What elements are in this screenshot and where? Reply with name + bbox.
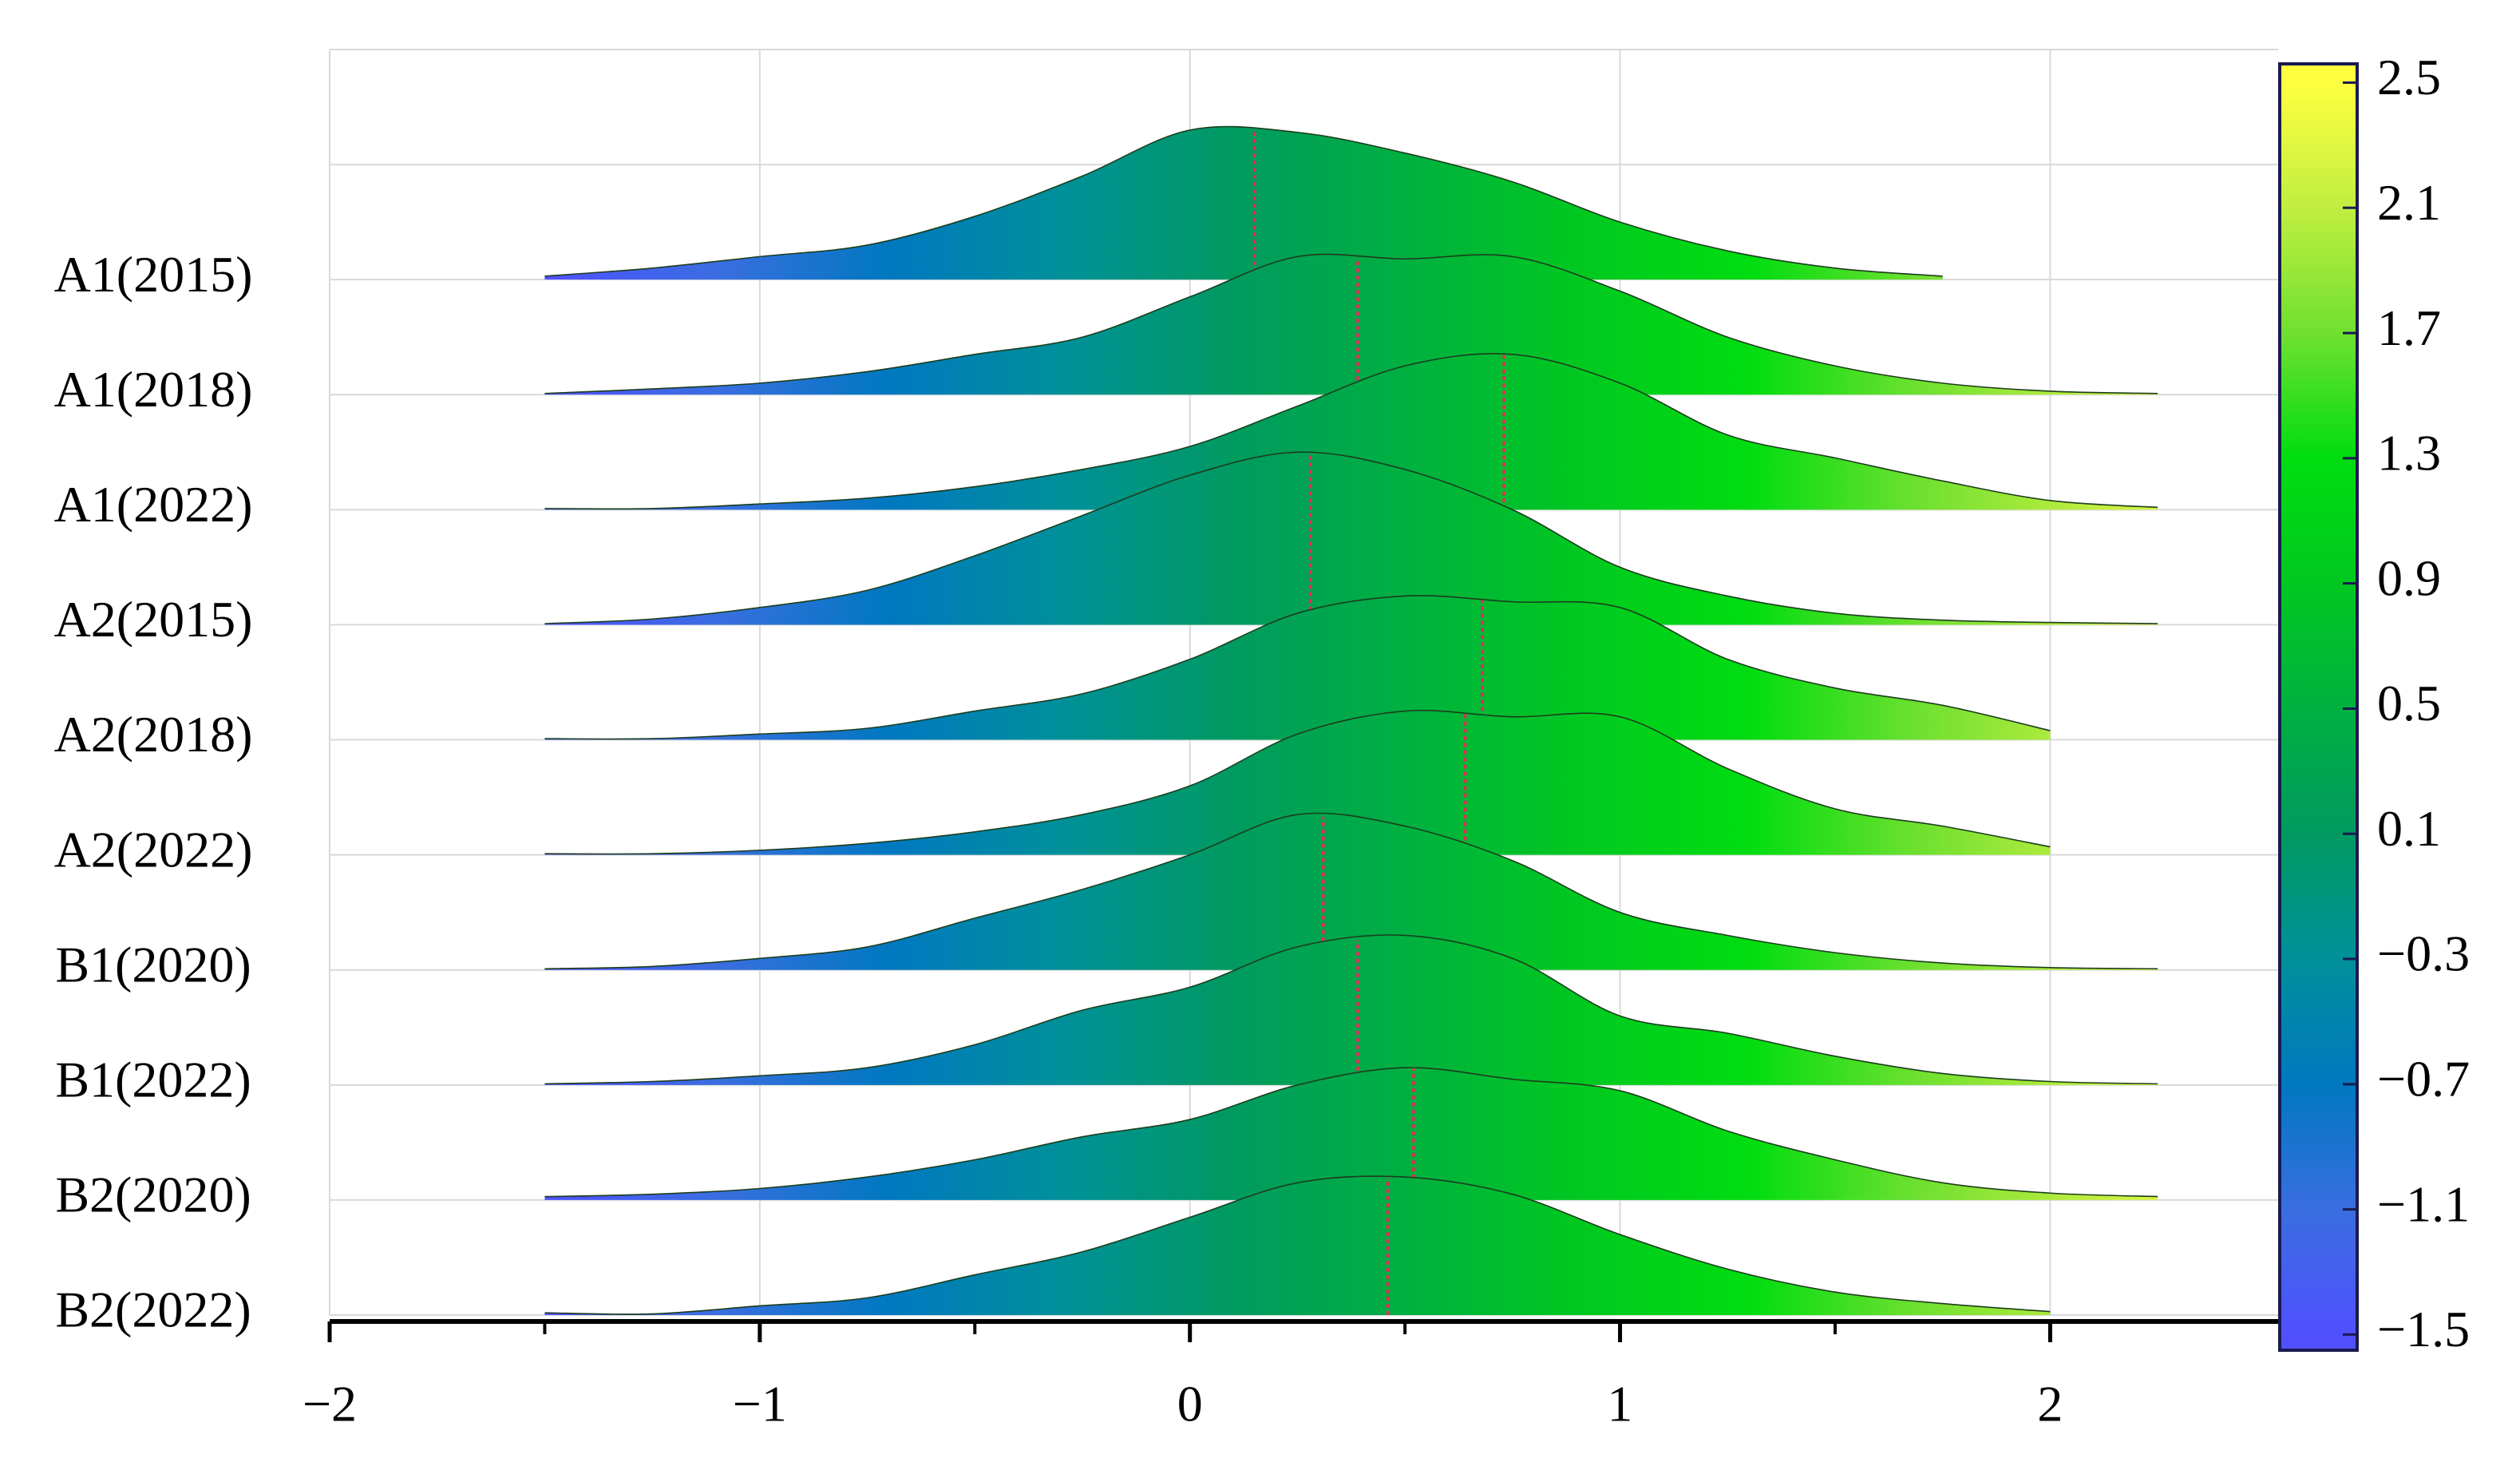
ridge-area: [544, 1068, 2158, 1200]
colorbar-tick-label: 0.9: [2377, 549, 2441, 606]
ridge-area: [544, 126, 1943, 280]
y-tick-label: B1(2020): [55, 936, 251, 992]
y-tick-label: A2(2018): [54, 706, 253, 763]
ridge-line: [544, 934, 2158, 1085]
colorbar-tick-label: 1.3: [2377, 425, 2441, 481]
colorbar-tick-label: 2.5: [2377, 49, 2441, 105]
y-tick-label: B2(2022): [55, 1282, 251, 1338]
colorbar-tick-label: 2.1: [2377, 174, 2441, 231]
ridge-area: [544, 254, 2158, 395]
ridge-line: [544, 595, 2051, 740]
colorbar-tick-label: 0.5: [2377, 675, 2441, 731]
y-tick-label: A1(2022): [54, 476, 253, 533]
ridge-line: [544, 125, 1943, 277]
y-tick-label: B1(2022): [55, 1052, 251, 1108]
ridge-line: [544, 812, 2158, 970]
ridge-line: [544, 1067, 2158, 1198]
colorbar-tick-label: −0.7: [2377, 1051, 2470, 1107]
colorbar-tick-label: −0.3: [2377, 925, 2470, 982]
x-tick-label: 1: [1608, 1376, 1633, 1432]
colorbar: [2278, 62, 2359, 1352]
ridge-line: [544, 353, 2158, 510]
ridge-area: [544, 813, 2158, 970]
colorbar-tick-label: 1.7: [2377, 299, 2441, 356]
y-tick-label: A2(2022): [54, 821, 253, 878]
y-tick-label: A1(2015): [54, 246, 253, 303]
ridge-line: [544, 709, 2051, 855]
ridge-line: [544, 1175, 2051, 1315]
colorbar-tick-label: 0.1: [2377, 800, 2441, 857]
y-tick-label: B2(2020): [55, 1167, 251, 1223]
ridge-area: [544, 934, 2158, 1085]
ridge-line: [544, 253, 2158, 394]
ridge-area: [544, 452, 2158, 625]
ridge-area: [544, 595, 2051, 740]
colorbar-tick-label: −1.1: [2377, 1175, 2470, 1232]
ridge-area: [544, 353, 2158, 510]
x-tick-label: 2: [2037, 1376, 2063, 1432]
colorbar-tick-label: −1.5: [2377, 1301, 2470, 1357]
ridge-area: [544, 710, 2051, 855]
ridge-area: [544, 1175, 2051, 1315]
x-tick-label: −1: [733, 1376, 787, 1432]
x-tick-label: 0: [1177, 1376, 1203, 1432]
x-tick-label: −2: [303, 1376, 357, 1432]
y-tick-label: A1(2018): [54, 361, 253, 418]
y-tick-label: A2(2015): [54, 591, 253, 648]
ridge-line: [544, 451, 2158, 624]
